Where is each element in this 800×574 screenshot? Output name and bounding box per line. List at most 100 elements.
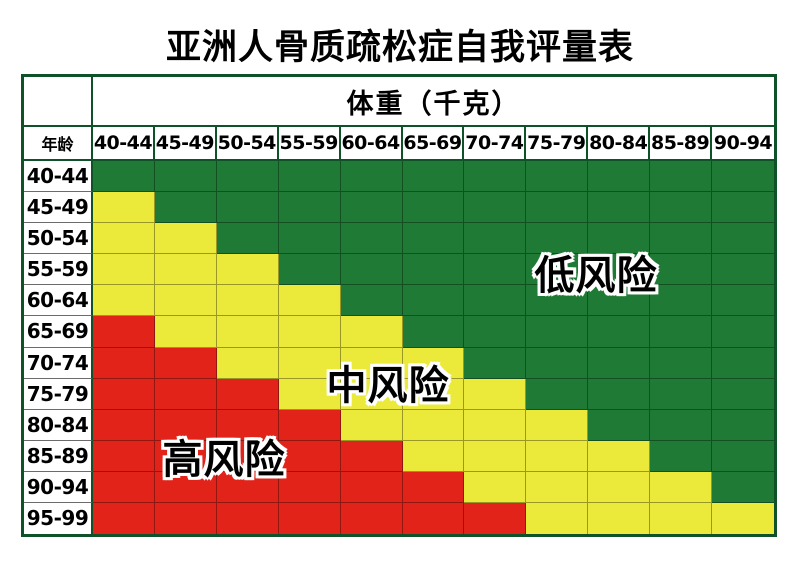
risk-cell-y <box>650 471 713 503</box>
risk-cell-g <box>464 285 527 317</box>
weight-col-header: 55-59 <box>278 127 341 161</box>
age-row-header: 40-44 <box>24 161 93 193</box>
risk-cell-r <box>216 471 279 503</box>
risk-cell-r <box>93 316 155 348</box>
risk-cell-g <box>154 192 217 224</box>
risk-cell-g <box>278 223 341 255</box>
osta-risk-table: 体重（千克） 年龄 40-44 45-49 50-54 55-59 60-64 65-69 70… <box>21 74 777 537</box>
age-row-header: 80-84 <box>24 409 93 441</box>
weight-axis-header: 体重（千克） <box>93 77 774 127</box>
risk-cell-g <box>650 192 713 224</box>
risk-cell-g <box>588 192 651 224</box>
risk-cell-g <box>650 285 713 317</box>
risk-cell-y <box>526 502 589 534</box>
risk-cell-g <box>712 378 774 410</box>
risk-cell-y <box>588 502 651 534</box>
age-row-header: 55-59 <box>24 254 93 286</box>
risk-cell-g <box>340 192 403 224</box>
risk-cell-g <box>526 223 589 255</box>
age-axis-header: 年龄 <box>24 127 93 161</box>
risk-cell-y <box>93 192 155 224</box>
chart-title: 亚洲人骨质疏松症自我评量表 <box>165 28 634 68</box>
risk-cell-g <box>464 254 527 286</box>
risk-cell-g <box>526 161 589 193</box>
risk-cell-y <box>526 471 589 503</box>
risk-cell-g <box>650 316 713 348</box>
risk-cell-g <box>278 192 341 224</box>
weight-col-header: 65-69 <box>402 127 465 161</box>
risk-cell-r <box>464 502 527 534</box>
risk-cell-g <box>712 223 774 255</box>
risk-cell-g <box>402 192 465 224</box>
risk-cell-y <box>216 347 279 379</box>
risk-cell-y <box>154 316 217 348</box>
weight-col-header: 50-54 <box>216 127 279 161</box>
risk-cell-y <box>340 347 403 379</box>
age-row-header: 95-99 <box>24 502 93 534</box>
risk-cell-y <box>340 409 403 441</box>
risk-cell-r <box>340 502 403 534</box>
risk-cell-r <box>93 409 155 441</box>
risk-cell-g <box>712 285 774 317</box>
risk-cell-r <box>154 347 217 379</box>
risk-cell-g <box>650 347 713 379</box>
risk-cell-g <box>526 378 589 410</box>
risk-cell-g <box>464 316 527 348</box>
risk-cell-y <box>154 285 217 317</box>
risk-cell-y <box>464 409 527 441</box>
risk-cell-y <box>278 316 341 348</box>
risk-cell-g <box>402 254 465 286</box>
risk-cell-g <box>464 223 527 255</box>
risk-cell-y <box>464 471 527 503</box>
corner-blank-cell <box>24 77 93 127</box>
risk-cell-g <box>588 316 651 348</box>
risk-cell-y <box>402 409 465 441</box>
risk-cell-y <box>93 223 155 255</box>
risk-cell-g <box>650 409 713 441</box>
risk-cell-g <box>712 316 774 348</box>
risk-cell-r <box>93 347 155 379</box>
risk-cell-r <box>216 409 279 441</box>
risk-cell-r <box>216 440 279 472</box>
risk-cell-y <box>278 378 341 410</box>
risk-cell-g <box>588 161 651 193</box>
risk-cell-r <box>93 440 155 472</box>
risk-cell-g <box>464 347 527 379</box>
risk-cell-g <box>526 285 589 317</box>
risk-cell-g <box>712 471 774 503</box>
risk-cell-r <box>93 378 155 410</box>
risk-cell-r <box>93 471 155 503</box>
risk-cell-y <box>93 285 155 317</box>
risk-cell-g <box>712 409 774 441</box>
risk-cell-g <box>402 285 465 317</box>
risk-cell-r <box>154 440 217 472</box>
risk-cell-r <box>402 502 465 534</box>
risk-cell-g <box>712 254 774 286</box>
risk-cell-y <box>650 502 713 534</box>
risk-cell-g <box>588 378 651 410</box>
risk-cell-g <box>650 378 713 410</box>
risk-cell-g <box>402 161 465 193</box>
age-row-header: 75-79 <box>24 378 93 410</box>
risk-cell-g <box>216 192 279 224</box>
risk-cell-g <box>588 409 651 441</box>
risk-cell-r <box>340 440 403 472</box>
risk-cell-y <box>340 378 403 410</box>
risk-cell-g <box>154 161 217 193</box>
risk-cell-g <box>712 161 774 193</box>
risk-cell-r <box>278 409 341 441</box>
weight-col-header: 60-64 <box>340 127 403 161</box>
risk-cell-r <box>154 378 217 410</box>
risk-cell-r <box>402 471 465 503</box>
risk-cell-g <box>340 161 403 193</box>
risk-cell-g <box>278 161 341 193</box>
risk-cell-g <box>526 192 589 224</box>
risk-cell-g <box>402 316 465 348</box>
risk-cell-y <box>464 378 527 410</box>
risk-cell-y <box>402 440 465 472</box>
risk-cell-g <box>588 223 651 255</box>
risk-cell-g <box>588 347 651 379</box>
risk-cell-g <box>464 192 527 224</box>
risk-cell-r <box>278 471 341 503</box>
